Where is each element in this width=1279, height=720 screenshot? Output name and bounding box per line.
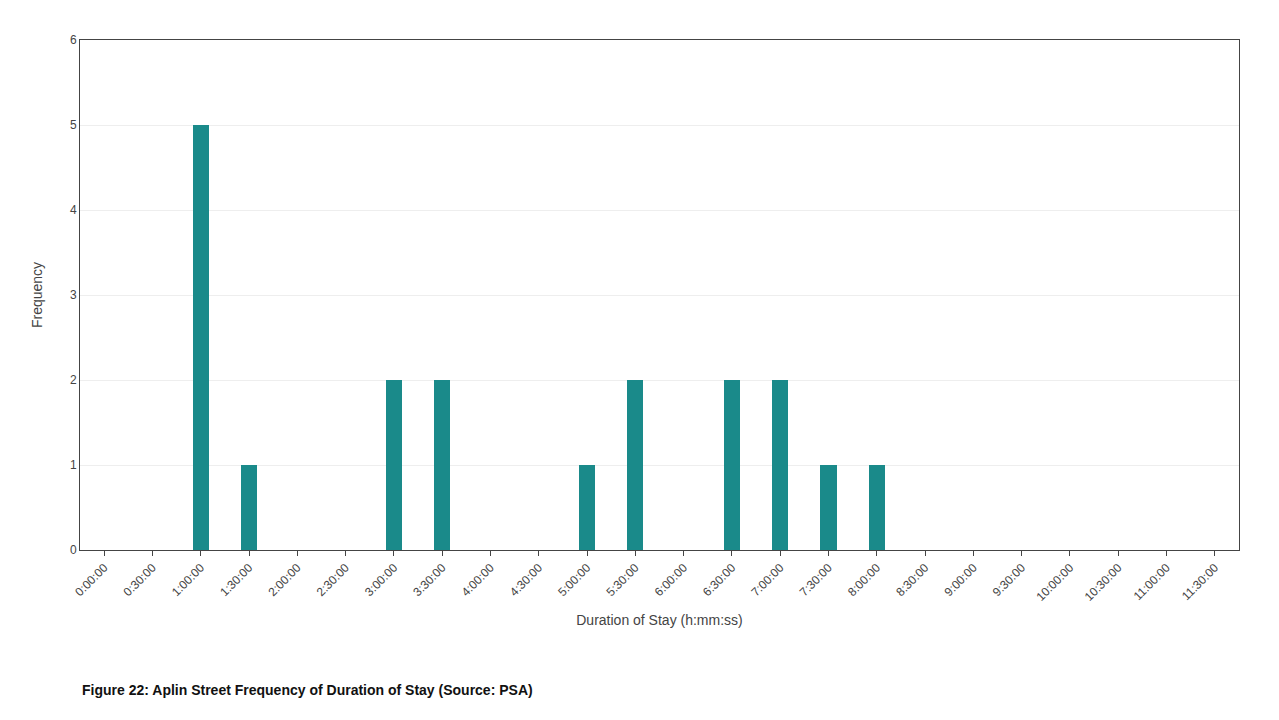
svg-text:9:00:00: 9:00:00: [942, 561, 980, 599]
svg-text:4:00:00: 4:00:00: [459, 561, 497, 599]
svg-text:6: 6: [70, 33, 77, 47]
svg-text:1:30:00: 1:30:00: [217, 561, 255, 599]
svg-text:6:00:00: 6:00:00: [652, 561, 690, 599]
svg-text:4:30:00: 4:30:00: [507, 561, 545, 599]
svg-text:5:30:00: 5:30:00: [603, 561, 641, 599]
svg-text:8:00:00: 8:00:00: [845, 561, 883, 599]
svg-text:8:30:00: 8:30:00: [893, 561, 931, 599]
svg-text:7:30:00: 7:30:00: [797, 561, 835, 599]
svg-text:3: 3: [70, 288, 77, 302]
svg-text:Frequency: Frequency: [29, 262, 45, 328]
svg-text:11:30:00: 11:30:00: [1179, 561, 1222, 604]
svg-text:3:30:00: 3:30:00: [410, 561, 448, 599]
svg-text:Figure 22: Aplin Street Freque: Figure 22: Aplin Street Frequency of Dur…: [82, 682, 533, 698]
svg-text:0:00:00: 0:00:00: [72, 561, 110, 599]
svg-text:10:30:00: 10:30:00: [1082, 561, 1125, 604]
svg-text:1:00:00: 1:00:00: [169, 561, 207, 599]
svg-text:9:30:00: 9:30:00: [990, 561, 1028, 599]
svg-text:Duration of Stay (h:mm:ss): Duration of Stay (h:mm:ss): [576, 612, 743, 628]
svg-text:11:00:00: 11:00:00: [1131, 561, 1174, 604]
svg-text:1: 1: [70, 458, 77, 472]
svg-text:6:30:00: 6:30:00: [700, 561, 738, 599]
svg-text:4: 4: [70, 203, 77, 217]
svg-text:5: 5: [70, 118, 77, 132]
svg-text:10:00:00: 10:00:00: [1033, 561, 1076, 604]
svg-text:2: 2: [70, 373, 77, 387]
svg-text:5:00:00: 5:00:00: [555, 561, 593, 599]
svg-text:7:00:00: 7:00:00: [748, 561, 786, 599]
svg-text:3:00:00: 3:00:00: [362, 561, 400, 599]
svg-text:2:00:00: 2:00:00: [265, 561, 303, 599]
svg-text:2:30:00: 2:30:00: [314, 561, 352, 599]
svg-text:0: 0: [70, 543, 77, 557]
svg-text:0:30:00: 0:30:00: [121, 561, 159, 599]
